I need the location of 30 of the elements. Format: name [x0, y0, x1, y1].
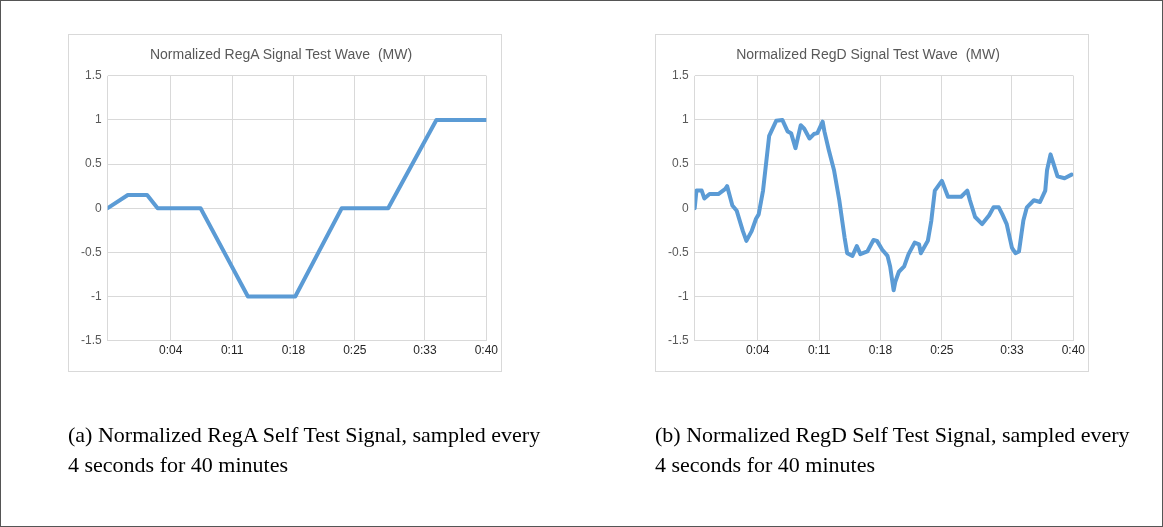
x-tick-label: 0:40 [1061, 343, 1086, 358]
y-tick-label: -1.5 [80, 332, 102, 347]
x-tick-label: 0:04 [746, 343, 770, 358]
x-tick-label: 0:25 [930, 343, 954, 358]
x-tick-label: 0:40 [474, 343, 499, 358]
x-tick-label: 0:11 [807, 343, 831, 358]
y-tick-label: -1 [678, 288, 689, 303]
y-tick-label: 1.5 [671, 68, 689, 83]
y-tick-label: 1.5 [84, 68, 102, 83]
y-tick-label: 0 [94, 200, 102, 215]
x-tick-label: 0:11 [220, 343, 244, 358]
y-tick-label: -1.5 [667, 332, 689, 347]
y-tick-label: 0.5 [84, 156, 102, 171]
x-tick-label: 0:18 [868, 343, 893, 358]
x-tick-label: 0:18 [281, 343, 306, 358]
chart-title: Normalized RegD Signal Test Wave (MW) [736, 46, 1000, 63]
y-tick-label: -0.5 [80, 244, 102, 259]
y-tick-label: 0 [681, 200, 689, 215]
chart-title: Normalized RegA Signal Test Wave (MW) [149, 46, 413, 63]
text: (b) Normalized RegD Self Test Signal, sampled every 4 seconds for 40 minutes [655, 421, 1131, 479]
x-tick-label: 0:33 [1000, 343, 1024, 358]
x-tick-label: 0:25 [343, 343, 367, 358]
text: (a) Normalized RegA Self Test Signal, sampled every 4 seconds for 40 minutes [68, 421, 542, 479]
x-tick-label: 0:33 [413, 343, 437, 358]
y-tick-label: -1 [91, 288, 102, 303]
x-tick-label: 0:04 [159, 343, 183, 358]
y-tick-label: -0.5 [667, 244, 689, 259]
y-tick-label: 1 [94, 112, 102, 127]
y-tick-label: 1 [681, 112, 689, 127]
y-tick-label: 0.5 [671, 156, 689, 171]
